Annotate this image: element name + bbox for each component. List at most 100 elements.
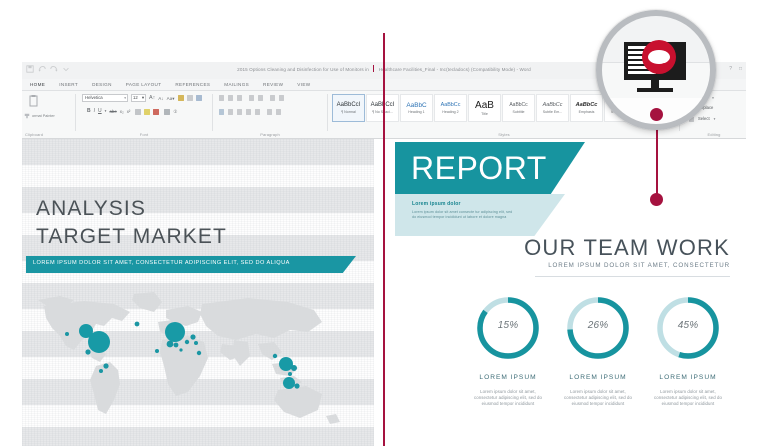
chevron-down-icon[interactable]: ▾	[713, 117, 716, 121]
justify-icon[interactable]	[246, 109, 251, 115]
left-banner: LOREM IPSUM DOLOR SIT AMET, CONSECTETUR …	[26, 256, 356, 273]
donut-ring	[567, 297, 629, 359]
style-normal[interactable]: AaBbCcI ¶ Normal	[332, 94, 365, 122]
paste-icon[interactable]	[28, 95, 39, 107]
donut-value-arc	[477, 297, 539, 359]
tab-review[interactable]: REVIEW	[263, 82, 284, 87]
donut-percent: 26%	[587, 320, 609, 331]
text-effects-icon[interactable]	[195, 95, 202, 101]
italic-button[interactable]: I	[93, 108, 96, 114]
chevron-down-icon[interactable]: ▾	[124, 96, 126, 100]
ribbon-group-font: Helvetica ▾ 12 ▾ A↑ A↓ Aa▾ B I	[78, 91, 210, 138]
chevron-down-icon[interactable]	[62, 65, 70, 73]
strikethrough-button[interactable]: abe	[109, 109, 117, 114]
report-banner-shape	[395, 142, 585, 194]
font-name-combo[interactable]: Helvetica ▾	[82, 94, 128, 102]
window-title: 2015 Options Cleaning and Disinfection f…	[22, 65, 746, 74]
leader-dot-bottom	[650, 193, 663, 206]
style-name: Heading 1	[408, 110, 425, 114]
clipboard-group-label: Clipboard	[25, 132, 44, 137]
style-subtle-em[interactable]: AaBbCc Subtle Em...	[536, 94, 569, 122]
donut-percent: 45%	[677, 320, 699, 331]
character-border-icon[interactable]: ①	[173, 109, 178, 114]
superscript-button[interactable]: x²	[126, 109, 131, 114]
style-sample: AaB	[475, 99, 494, 111]
style-name: Emphasis	[578, 110, 595, 114]
style-emphasis[interactable]: AaBbCc Emphasis	[570, 94, 603, 122]
shading-icon[interactable]	[267, 109, 272, 115]
font-size-combo[interactable]: 12 ▾	[131, 94, 146, 102]
lens-ring	[596, 10, 716, 130]
shrink-font-icon[interactable]: A↓	[158, 95, 164, 101]
donut-percent: 15%	[497, 320, 519, 331]
decrease-indent-icon[interactable]	[249, 95, 254, 101]
style-heading-1[interactable]: AaBbC Heading 1	[400, 94, 433, 122]
style-sample: AaBbCcI	[371, 102, 395, 109]
line-spacing-icon[interactable]	[255, 109, 260, 115]
report-sub-body: Lorem ipsum dolor sit amet consecte tur …	[412, 210, 513, 219]
format-painter-icon[interactable]	[24, 113, 30, 119]
quick-access-toolbar[interactable]	[26, 65, 70, 73]
left-banner-shape	[26, 256, 356, 273]
tab-home[interactable]: HOME	[30, 82, 46, 87]
ribbon-display-options-icon[interactable]: □	[738, 66, 742, 72]
change-case-icon[interactable]: Aa▾	[166, 95, 175, 101]
tab-page-layout[interactable]: PAGE LAYOUT	[125, 82, 162, 87]
team-title: OUR TEAM WORK	[524, 235, 730, 260]
style-heading-2[interactable]: AaBbCc Heading 2	[434, 94, 467, 122]
sort-icon[interactable]	[270, 95, 275, 101]
style-subtitle[interactable]: AaBbCc Subtitle	[502, 94, 535, 122]
leader-dot-top	[650, 108, 663, 121]
align-left-icon[interactable]	[219, 109, 224, 115]
undo-icon[interactable]	[38, 65, 46, 73]
grow-font-icon[interactable]: A↑	[149, 94, 156, 101]
increase-indent-icon[interactable]	[258, 95, 263, 101]
window-controls[interactable]: ? □	[729, 66, 742, 73]
editing-group-label: Editing	[707, 132, 721, 137]
align-center-icon[interactable]	[228, 109, 233, 115]
style-title[interactable]: AaB Title	[468, 94, 501, 122]
show-paragraph-marks-icon[interactable]	[279, 95, 284, 101]
tab-insert[interactable]: INSERT	[59, 82, 79, 87]
tab-design[interactable]: DESIGN	[92, 82, 112, 87]
donut-chart-1: 15% LOREM IPSUM Lorem ipsum dolor sit amet…	[467, 291, 549, 406]
phonetic-guide-icon[interactable]	[164, 108, 171, 115]
tab-references[interactable]: REFERENCES	[175, 82, 211, 87]
style-no-spaci[interactable]: AaBbCcI¶ No Spaci...	[366, 94, 399, 122]
format-painter-label[interactable]: ormat Painter	[32, 113, 55, 118]
chevron-down-icon[interactable]: ▾	[141, 95, 144, 100]
tab-view[interactable]: VIEW	[297, 82, 311, 87]
font-group-label: Font	[139, 132, 149, 137]
style-sample: AaBbCc	[542, 102, 563, 108]
clear-formatting-icon[interactable]	[186, 95, 193, 101]
font-color-icon[interactable]	[153, 108, 160, 115]
borders-icon[interactable]	[276, 109, 281, 115]
chevron-down-icon[interactable]: ▾	[712, 95, 714, 100]
underline-chevron-icon[interactable]: ▾	[104, 109, 107, 113]
align-right-icon[interactable]	[237, 109, 242, 115]
subscript-button[interactable]: x₂	[119, 109, 124, 114]
help-icon[interactable]: ?	[729, 66, 732, 72]
bold-button[interactable]: B	[87, 108, 91, 114]
save-icon[interactable]	[26, 65, 34, 73]
text-effects-glow-icon[interactable]	[135, 108, 142, 115]
title-divider	[373, 65, 375, 72]
analysis-title-line1: ANALYSIS	[36, 197, 146, 220]
multilevel-list-icon[interactable]	[237, 95, 242, 101]
donut-label: LOREM IPSUM	[659, 374, 717, 381]
group-divider	[212, 94, 213, 131]
window-title-right: Healthcare Facilities_Final - Inc(teclad…	[378, 67, 531, 72]
ribbon-group-clipboard: ormat Painter Clipboard	[22, 91, 74, 138]
style-name: Subtitle	[512, 110, 525, 114]
style-name: Title	[481, 111, 488, 116]
redo-icon[interactable]	[50, 65, 58, 73]
underline-button[interactable]: U	[98, 108, 102, 114]
bullets-icon[interactable]	[219, 95, 224, 101]
tab-mailings[interactable]: MAILINGS	[224, 82, 250, 87]
leader-line	[656, 113, 658, 199]
numbering-icon[interactable]	[228, 95, 233, 101]
donut-ring	[477, 297, 539, 359]
highlight-color-icon[interactable]	[144, 108, 151, 115]
text-highlight-icon[interactable]	[177, 95, 184, 101]
